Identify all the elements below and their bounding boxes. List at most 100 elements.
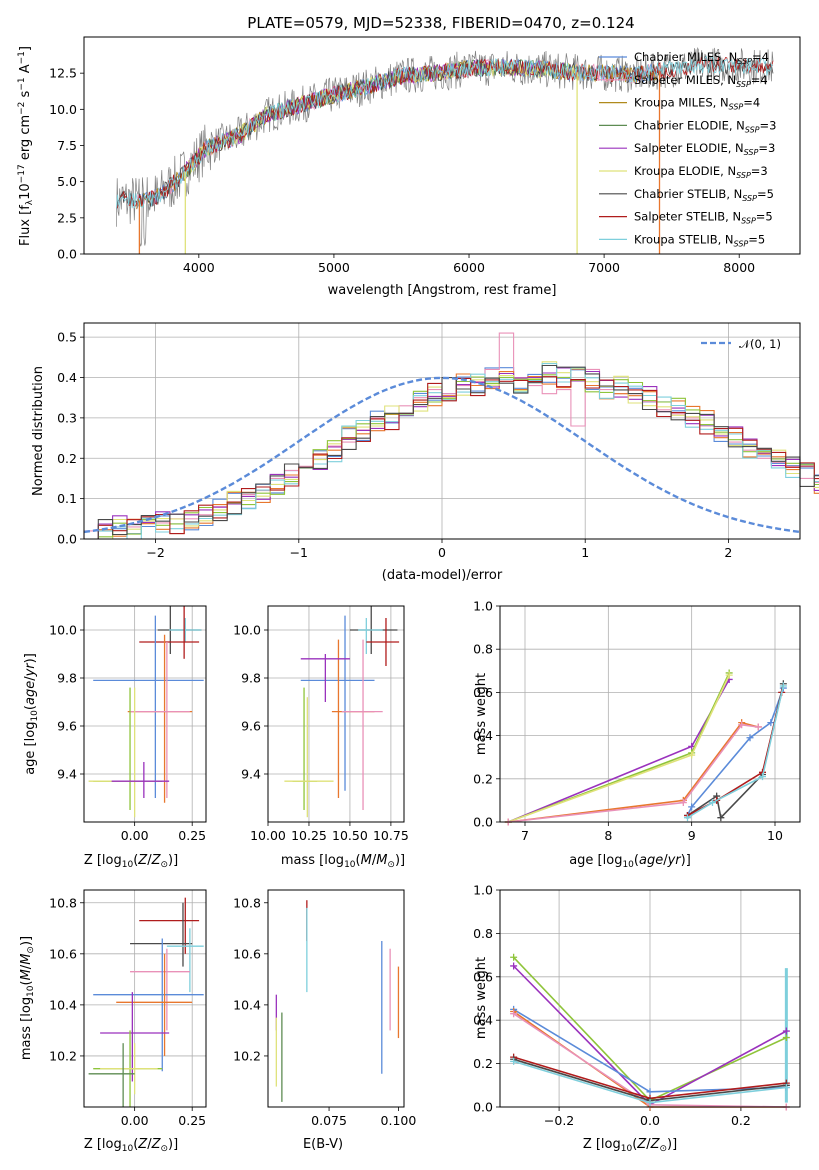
ytick-label: 9.4	[57, 767, 77, 782]
spectrum-legend-entry: Salpeter STELIB, NSSP=5	[634, 210, 773, 226]
z-weight-ylabel: mass weight	[474, 957, 489, 1039]
weight-marker	[684, 814, 691, 822]
xtick-label: 0.0	[640, 1113, 660, 1128]
ytick-label: 9.6	[57, 719, 77, 734]
ytick-label: 0.2	[57, 451, 77, 466]
weight-line	[687, 685, 785, 819]
residual-ylabel: Normed distribution	[31, 366, 46, 496]
xtick-label: 10.00	[250, 828, 286, 843]
ytick-label: 0.5	[57, 330, 77, 345]
z-mass-panel: 0.00 0.25 10.2 10.4 10.6 10.8	[49, 889, 207, 1128]
weight-marker	[510, 953, 518, 961]
weight-marker	[646, 1088, 654, 1096]
weight-marker	[767, 719, 775, 727]
xtick-label: −0.2	[544, 1113, 574, 1128]
z-age-panel: 0.00 0.25 9.4 9.6 9.8 10.0	[49, 605, 207, 843]
residual-histogram	[84, 364, 819, 540]
model-spectrum-kroupa-stelib	[116, 55, 774, 210]
xtick-label: 10	[767, 828, 783, 843]
xtick-label: 0.2	[731, 1113, 751, 1128]
model-spectrum-kroupa-elodie	[184, 59, 578, 181]
ytick-label: 12.5	[49, 66, 77, 81]
weight-marker	[717, 814, 725, 822]
weight-line	[508, 721, 759, 823]
weight-marker	[709, 799, 716, 807]
xtick-label: 0.100	[381, 1113, 417, 1128]
xtick-label: 6000	[453, 260, 485, 275]
xtick-label: 0.00	[121, 1113, 149, 1128]
gaussian-legend-label: 𝒩(0, 1)	[739, 337, 781, 351]
weight-marker	[782, 1027, 790, 1035]
ytick-label: 10.8	[233, 895, 261, 910]
mass-age-xlabel: mass [log10(M/M⊙)]	[281, 853, 405, 870]
ytick-label: 10.8	[49, 895, 77, 910]
ytick-label: 7.5	[57, 138, 77, 153]
weight-marker	[782, 1034, 790, 1042]
ytick-label: 10.0	[49, 102, 77, 117]
xtick-label: 7	[521, 828, 529, 843]
residual-xlabel: (data-model)/error	[382, 568, 503, 583]
z-age-ylabel: age [log10(age/yr)]	[23, 653, 40, 775]
xtick-label: 0.00	[121, 828, 149, 843]
ytick-label: 9.4	[241, 767, 261, 782]
ytick-label: 10.6	[49, 946, 77, 961]
age-weight-ylabel: mass weight	[474, 673, 489, 755]
ytick-label: 2.5	[57, 210, 77, 225]
weight-line	[508, 723, 759, 823]
weight-marker	[754, 723, 762, 731]
weight-marker	[510, 1010, 518, 1018]
ytick-label: 0.6	[473, 969, 493, 984]
spectrum-legend-entry: Kroupa STELIB, NSSP=5	[634, 232, 765, 248]
ytick-label: 0.0	[57, 247, 77, 262]
xtick-label: 9	[688, 828, 696, 843]
xtick-label: 0.25	[178, 828, 206, 843]
age-weight-panel: 7 8 9 10 0.0 0.2 0.4 0.6 0.8 1.0	[473, 599, 801, 843]
xtick-label: 8000	[723, 260, 755, 275]
weight-marker	[738, 721, 746, 729]
z-weight-xlabel: Z [log10(Z/Z⊙)]	[583, 1137, 677, 1154]
weight-marker	[646, 1099, 654, 1107]
xtick-label: 10.50	[332, 828, 368, 843]
weight-marker	[725, 671, 733, 679]
weight-marker	[688, 751, 696, 759]
weight-marker	[510, 962, 518, 970]
z-mass-xlabel: Z [log10(Z/Z⊙)]	[84, 1137, 178, 1154]
weight-marker	[779, 682, 787, 690]
weight-marker	[746, 734, 754, 742]
spectrum-legend-entry: Salpeter ELODIE, NSSP=3	[634, 141, 775, 157]
ytick-label: 0.8	[473, 642, 493, 657]
xtick-label: 4000	[183, 260, 215, 275]
xtick-label: 0.075	[311, 1113, 347, 1128]
ytick-label: 10.2	[233, 1048, 261, 1063]
ytick-label: 9.8	[241, 671, 261, 686]
weight-marker	[510, 1057, 518, 1065]
xtick-label: 2	[724, 545, 732, 560]
weight-marker	[688, 803, 696, 811]
ytick-label: 0.4	[473, 728, 493, 743]
spectrum-ylabel: Flux [fλ10−17 erg cm−2 s−1 A−1]	[17, 46, 35, 246]
xtick-label: 5000	[318, 260, 350, 275]
ytick-label: 0.0	[473, 815, 493, 830]
ytick-label: 9.6	[241, 719, 261, 734]
ebv-mass-panel: 0.075 0.100 10.2 10.4 10.6 10.8	[233, 889, 417, 1128]
residual-panel: −2 −1 0 1 2 0.0 0.1 0.2 0.3 0.4 0.5 (data-model)/e…	[31, 322, 819, 583]
spectrum-xlabel: wavelength [Angstrom, rest frame]	[328, 283, 557, 298]
mass-age-panel: 10.00 10.25 10.50 10.75 9.4 9.6 9.8 10.0	[233, 605, 409, 843]
z-mass-ylabel: mass [log10(M/M⊙)]	[19, 936, 36, 1060]
xtick-label: 8	[604, 828, 612, 843]
xtick-label: −1	[290, 545, 308, 560]
xtick-label: 1	[581, 545, 589, 560]
ytick-label: 0.4	[473, 1013, 493, 1028]
ytick-label: 0.4	[57, 370, 77, 385]
spectrum-legend-entry: Chabrier MILES, NSSP=4	[634, 50, 769, 66]
ytick-label: 1.0	[473, 599, 493, 614]
xtick-label: 7000	[588, 260, 620, 275]
ytick-label: 0.3	[57, 410, 77, 425]
spectrum-legend-entry: Salpeter MILES, NSSP=4	[634, 73, 768, 89]
ebv-mass-xlabel: E(B-V)	[303, 1137, 343, 1152]
xtick-label: 0	[438, 545, 446, 560]
ytick-label: 1.0	[473, 883, 493, 898]
xtick-label: 0.25	[178, 1113, 206, 1128]
weight-marker	[759, 773, 766, 781]
xtick-label: 10.25	[291, 828, 327, 843]
